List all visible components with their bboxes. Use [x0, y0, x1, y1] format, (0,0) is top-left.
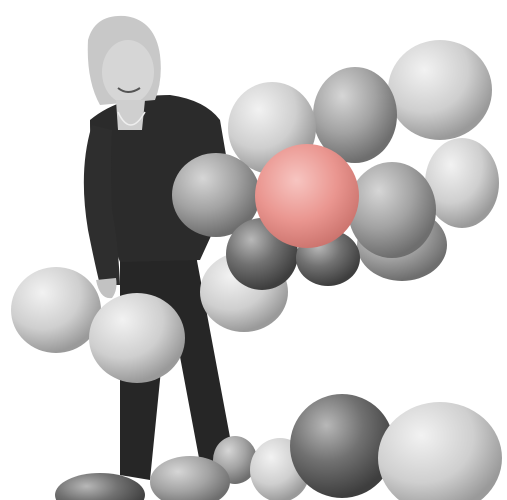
arm — [83, 125, 120, 285]
balloon — [11, 267, 101, 353]
balloon-pair-held — [11, 267, 185, 383]
face — [102, 40, 154, 104]
hand — [96, 278, 117, 299]
balloon — [425, 138, 499, 228]
smile — [117, 87, 141, 93]
balloon — [348, 162, 436, 258]
balloon — [89, 293, 185, 383]
highlight-balloon — [255, 144, 359, 248]
balloon — [388, 40, 492, 140]
balloon — [378, 402, 502, 500]
balloon-cluster-upper — [172, 40, 499, 332]
balloon — [290, 394, 394, 498]
balloon — [172, 153, 260, 237]
balloon — [55, 473, 145, 500]
balloon — [313, 67, 397, 163]
balloon — [150, 456, 230, 500]
balloon-cluster-floor — [55, 394, 502, 500]
necklace — [117, 111, 146, 126]
person — [83, 15, 238, 490]
